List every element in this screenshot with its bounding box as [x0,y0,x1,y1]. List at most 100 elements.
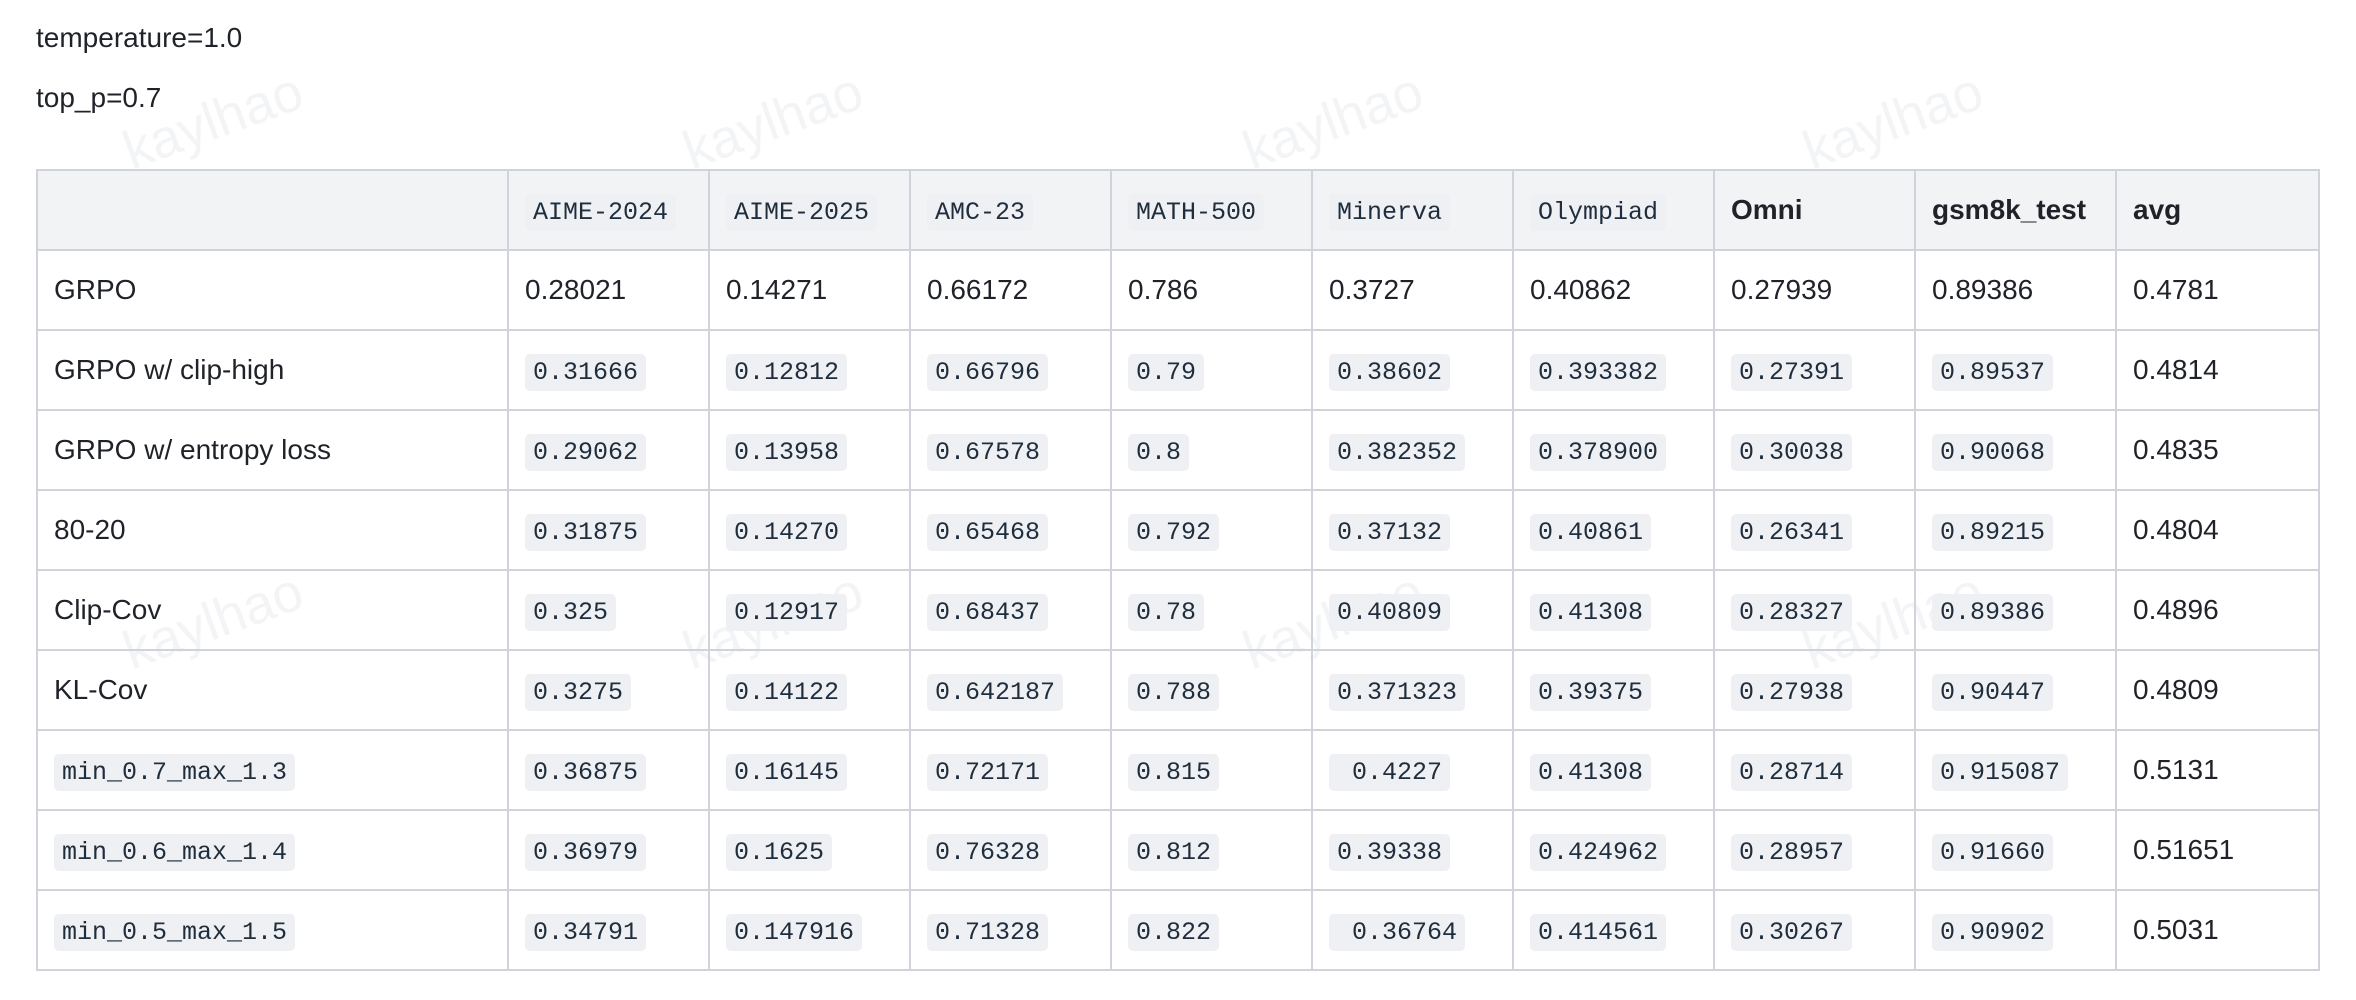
value-label: 0.29062 [525,433,647,471]
value-cell: 0.76328 [909,809,1112,891]
value-label: 0.325 [525,593,617,631]
value-label: 0.31875 [525,513,647,551]
value-label: 0.90447 [1932,673,2054,711]
table-row: min_0.5_max_1.5 0.34791 0.147916 0.71328 0.8… [36,889,2320,971]
column-header-label: AMC-23 [927,193,1034,231]
column-header: AIME-2025 [708,169,911,251]
value-cell: 0.89386 [1914,249,2117,331]
method-label: 80-20 [54,514,126,545]
value-label: 0.66796 [927,353,1049,391]
avg-cell: 0.4804 [2115,489,2320,571]
column-header: Minerva [1311,169,1514,251]
value-cell: 0.39338 [1311,809,1514,891]
value-label: 0.16145 [726,753,848,791]
value-label: 0.76328 [927,833,1049,871]
method-cell: GRPO w/ entropy loss [36,409,509,491]
value-label: 0.41308 [1530,593,1652,631]
value-label: 0.65468 [927,513,1049,551]
value-cell: 0.89215 [1914,489,2117,571]
value-cell: 0.38602 [1311,329,1514,411]
value-cell: 0.13958 [708,409,911,491]
value-cell: 0.788 [1110,649,1313,731]
method-label: GRPO [54,274,137,305]
value-cell: 0.12917 [708,569,911,651]
value-cell: 0.40862 [1512,249,1715,331]
value-cell: 0.27938 [1713,649,1916,731]
method-label: min_0.7_max_1.3 [54,753,296,791]
value-cell: 0.39375 [1512,649,1715,731]
value-label: 0.41308 [1530,753,1652,791]
method-label: min_0.5_max_1.5 [54,913,296,951]
value-cell: 0.41308 [1512,729,1715,811]
value-cell: 0.90447 [1914,649,2117,731]
column-header-label: gsm8k_test [1932,194,2087,225]
value-cell: 0.40861 [1512,489,1715,571]
value-label: 0.28714 [1731,753,1853,791]
value-cell: 0.30038 [1713,409,1916,491]
value-label: 0.89537 [1932,353,2054,391]
value-cell: 0.36875 [507,729,710,811]
value-cell: 0.8 [1110,409,1313,491]
value-cell: 0.27939 [1713,249,1916,331]
value-cell: 0.822 [1110,889,1313,971]
value-label: 0.915087 [1932,753,2069,791]
value-cell: 0.36764 [1311,889,1514,971]
value-label: 0.89386 [1932,274,2034,305]
value-cell: 0.16145 [708,729,911,811]
value-cell: 0.393382 [1512,329,1715,411]
value-cell: 0.815 [1110,729,1313,811]
value-label: 0.26341 [1731,513,1853,551]
value-cell: 0.28714 [1713,729,1916,811]
value-cell: 0.325 [507,569,710,651]
value-label: 0.30267 [1731,913,1853,951]
table-row: GRPO w/ clip-high 0.31666 0.12812 0.66796 0.… [36,329,2320,411]
value-label: 0.1625 [726,833,833,871]
value-cell: 0.14271 [708,249,911,331]
method-cell: min_0.6_max_1.4 [36,809,509,891]
column-header: Olympiad [1512,169,1715,251]
column-header-label: Olympiad [1530,193,1667,231]
value-label: 0.14122 [726,673,848,711]
method-cell: Clip-Cov [36,569,509,651]
value-cell: 0.786 [1110,249,1313,331]
value-label: 0.78 [1128,593,1205,631]
column-header-label: MATH-500 [1128,193,1265,231]
value-label: 0.812 [1128,833,1220,871]
value-cell: 0.31666 [507,329,710,411]
column-header-label: AIME-2025 [726,193,878,231]
value-label: 0.67578 [927,433,1049,471]
method-label: GRPO w/ clip-high [54,354,285,385]
watermark-text: kaylhao [115,60,311,182]
value-label: 0.71328 [927,913,1049,951]
value-label: 0.79 [1128,353,1205,391]
value-label: 0.39375 [1530,673,1652,711]
value-cell: 0.28021 [507,249,710,331]
value-label: 0.90902 [1932,913,2054,951]
table-row: 80-20 0.31875 0.14270 0.65468 0.792 0.37132 0.… [36,489,2320,571]
value-cell: 0.71328 [909,889,1112,971]
value-cell: 0.12812 [708,329,911,411]
value-label: 0.393382 [1530,353,1667,391]
value-label: 0.792 [1128,513,1220,551]
value-label: 0.14270 [726,513,848,551]
value-label: 0.72171 [927,753,1049,791]
value-label: 0.424962 [1530,833,1667,871]
value-label: 0.12917 [726,593,848,631]
value-label: 0.147916 [726,913,863,951]
value-label: 0.31666 [525,353,647,391]
value-label: 0.12812 [726,353,848,391]
watermark-text: kaylhao [1795,60,1991,182]
value-cell: 0.424962 [1512,809,1715,891]
value-label: 0.40862 [1530,274,1632,305]
method-cell: min_0.5_max_1.5 [36,889,509,971]
value-cell: 0.1625 [708,809,911,891]
table-row: GRPO w/ entropy loss 0.29062 0.13958 0.6757… [36,409,2320,491]
value-label: 0.28957 [1731,833,1853,871]
column-header: AIME-2024 [507,169,710,251]
value-cell: 0.72171 [909,729,1112,811]
value-cell: 0.28957 [1713,809,1916,891]
value-cell: 0.36979 [507,809,710,891]
value-label: 0.788 [1128,673,1220,711]
column-header-label: AIME-2024 [525,193,677,231]
avg-cell: 0.5131 [2115,729,2320,811]
